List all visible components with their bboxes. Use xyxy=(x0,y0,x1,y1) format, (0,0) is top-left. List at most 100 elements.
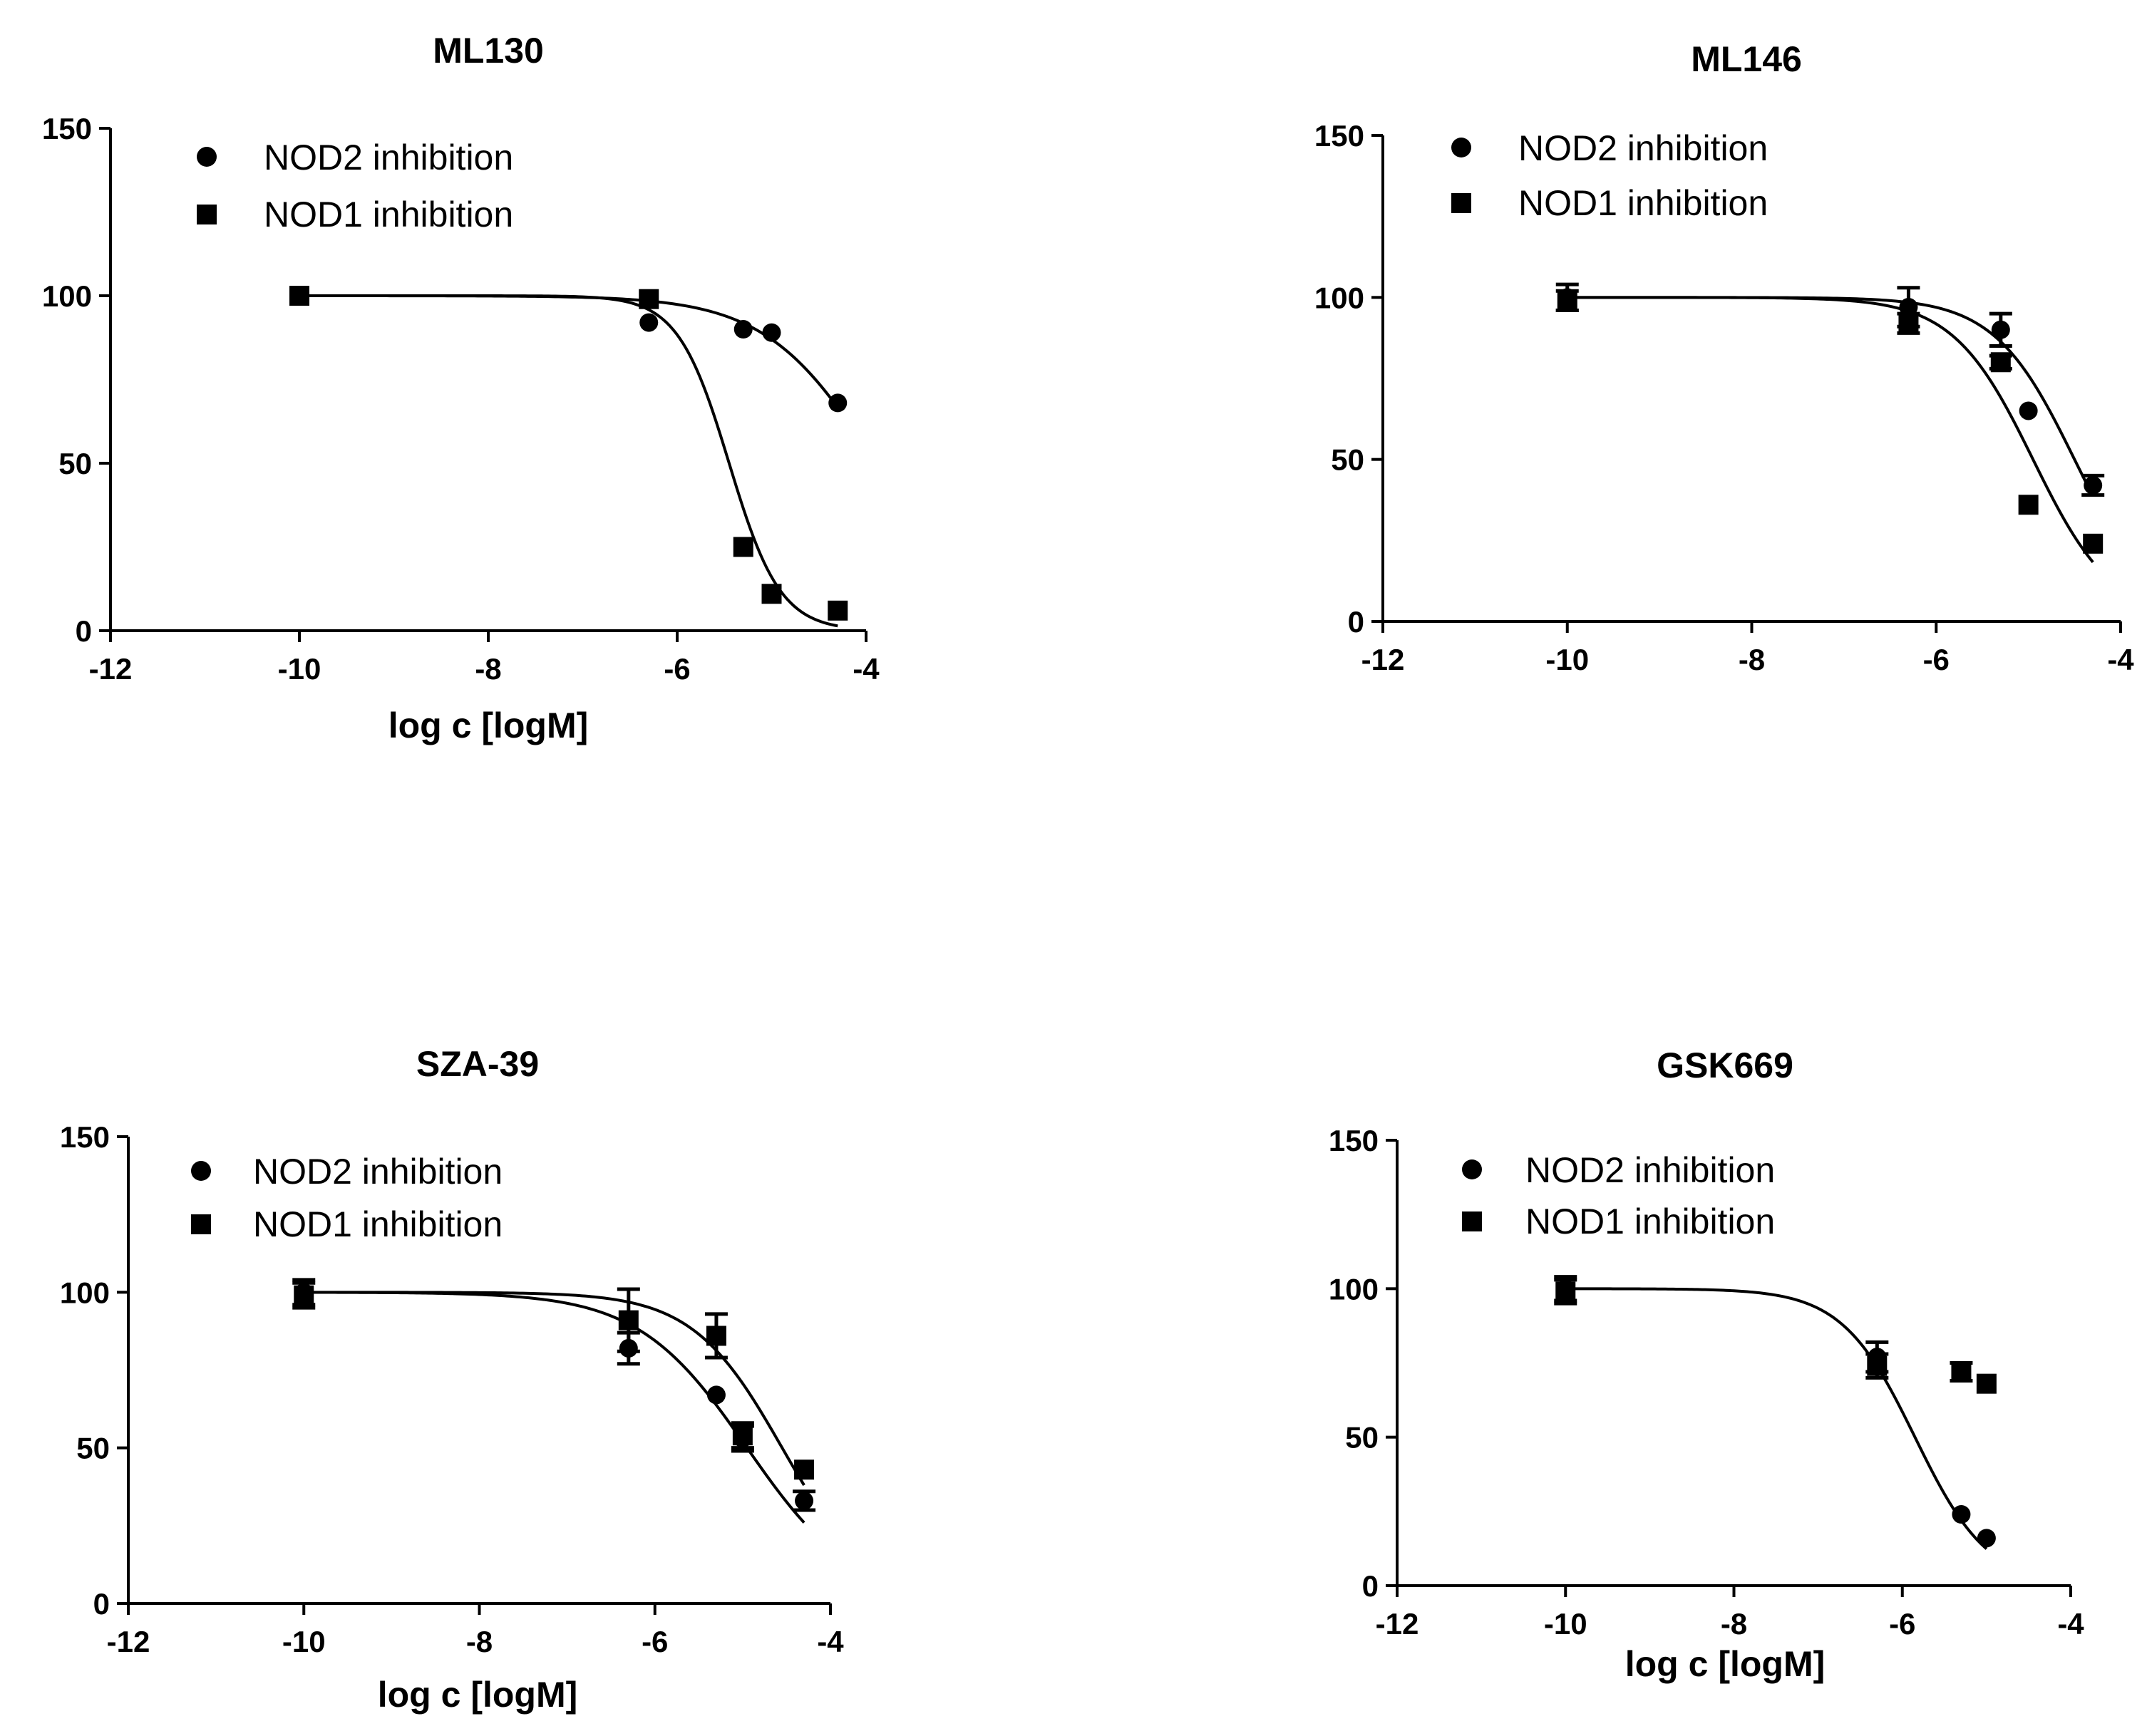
fit-curve-nod1 xyxy=(304,1291,805,1487)
data-point-nod1 xyxy=(289,286,309,306)
x-tick-label: -8 xyxy=(1739,643,1765,676)
data-point-nod1 xyxy=(732,1425,753,1446)
y-tick-label: 100 xyxy=(42,279,92,313)
data-point-nod2 xyxy=(762,323,781,342)
data-point-nod1 xyxy=(639,289,659,309)
data-point-nod2 xyxy=(706,1385,726,1405)
y-tick-label: 0 xyxy=(76,614,92,648)
data-point-nod1 xyxy=(2083,533,2104,554)
panel-title: ML146 xyxy=(1691,39,1802,79)
data-point-nod2 xyxy=(795,1491,814,1510)
y-tick-label: 0 xyxy=(93,1587,110,1621)
data-point-nod1 xyxy=(733,537,753,557)
legend-label-nod2: NOD2 inhibition xyxy=(253,1152,503,1192)
legend-marker-circle xyxy=(191,1161,211,1181)
legend-label-nod1: NOD1 inhibition xyxy=(1518,183,1768,223)
x-tick-label: -8 xyxy=(1721,1607,1747,1641)
data-point-nod1 xyxy=(828,600,848,621)
x-tick-label: -12 xyxy=(1376,1607,1419,1641)
x-tick-label: -8 xyxy=(466,1625,493,1658)
x-tick-label: -12 xyxy=(1361,643,1405,676)
panel-title: GSK669 xyxy=(1657,1045,1793,1085)
data-point-nod2 xyxy=(733,320,753,339)
y-tick-label: 100 xyxy=(1314,281,1364,314)
legend: NOD2 inhibition NOD1 inhibition xyxy=(191,1152,503,1244)
fit-curve-nod2 xyxy=(1567,296,2094,497)
data-point-nod1 xyxy=(761,584,782,604)
panel-gsk669: GSK669 log c [logM] NOD2 inhibition NOD1… xyxy=(1329,1045,2084,1684)
y-tick-label: 150 xyxy=(60,1120,110,1154)
data-point-nod1 xyxy=(1976,1373,1997,1394)
data-point-nod2 xyxy=(2019,401,2038,420)
fit-curve-nod1 xyxy=(1567,296,2094,564)
legend-label-nod2: NOD2 inhibition xyxy=(1525,1150,1775,1190)
legend-label-nod2: NOD2 inhibition xyxy=(1518,128,1768,168)
x-tick-label: -4 xyxy=(853,652,880,686)
y-tick-label: 150 xyxy=(42,112,92,145)
data-point-nod2 xyxy=(639,313,659,332)
x-tick-label: -4 xyxy=(2107,643,2134,676)
x-tick-label: -6 xyxy=(1889,1607,1915,1641)
y-tick-label: 150 xyxy=(1314,119,1364,153)
data-point-nod2 xyxy=(2084,476,2103,495)
data-point-nod1 xyxy=(2018,495,2039,515)
fit-curve-nod2 xyxy=(1565,1287,1988,1550)
data-point-nod1 xyxy=(1867,1355,1888,1376)
x-tick-label: -10 xyxy=(282,1625,326,1658)
x-tick-label: -10 xyxy=(1544,1607,1587,1641)
x-axis-label: log c [logM] xyxy=(378,1675,578,1715)
data-point-nod1 xyxy=(1555,1281,1576,1302)
y-tick-label: 0 xyxy=(1348,605,1364,639)
legend: NOD2 inhibition NOD1 inhibition xyxy=(1462,1150,1775,1241)
legend-label-nod2: NOD2 inhibition xyxy=(264,138,513,177)
panel-title: SZA-39 xyxy=(416,1044,539,1084)
x-axis-label: log c [logM] xyxy=(388,706,589,745)
data-point-nod1 xyxy=(1951,1362,1972,1382)
y-tick-label: 150 xyxy=(1329,1124,1379,1157)
legend-marker-square xyxy=(1451,193,1471,213)
legend-label-nod1: NOD1 inhibition xyxy=(264,195,513,234)
legend: NOD2 inhibition NOD1 inhibition xyxy=(197,138,513,234)
x-tick-label: -8 xyxy=(475,652,501,686)
x-tick-label: -10 xyxy=(278,652,321,686)
legend-marker-square xyxy=(191,1214,211,1234)
data-point-nod2 xyxy=(1991,320,2010,339)
legend-marker-circle xyxy=(1462,1159,1482,1179)
x-tick-label: -12 xyxy=(107,1625,150,1658)
panel-title: ML130 xyxy=(433,31,544,71)
data-point-nod1 xyxy=(294,1285,314,1306)
panel-sza39: SZA-39 log c [logM] NOD2 inhibition NOD1… xyxy=(60,1044,844,1715)
legend-marker-square xyxy=(197,205,217,224)
x-tick-label: -12 xyxy=(89,652,133,686)
y-tick-label: 100 xyxy=(1329,1272,1379,1306)
x-tick-label: -6 xyxy=(642,1625,668,1658)
y-tick-label: 100 xyxy=(60,1276,110,1309)
legend-label-nod1: NOD1 inhibition xyxy=(253,1204,503,1244)
data-point-nod1 xyxy=(1557,290,1577,311)
fit-curve-nod1 xyxy=(299,294,838,628)
legend: NOD2 inhibition NOD1 inhibition xyxy=(1451,128,1768,223)
y-tick-label: 50 xyxy=(1345,1421,1379,1455)
fit-curve-nod2 xyxy=(299,294,839,409)
panel-ml130: ML130 log c [logM] NOD2 inhibition NOD1 … xyxy=(42,31,880,745)
x-tick-label: -4 xyxy=(817,1625,844,1658)
legend-marker-circle xyxy=(1451,138,1471,157)
data-point-nod2 xyxy=(828,393,848,413)
data-point-nod1 xyxy=(1990,352,2011,373)
y-tick-label: 50 xyxy=(58,447,92,480)
data-point-nod1 xyxy=(706,1326,726,1346)
x-tick-label: -10 xyxy=(1545,643,1589,676)
x-tick-label: -4 xyxy=(2057,1607,2084,1641)
legend-marker-circle xyxy=(197,147,217,167)
x-tick-label: -6 xyxy=(664,652,690,686)
panel-ml146: ML146 NOD2 inhibition NOD1 inhibition -1… xyxy=(1314,39,2134,676)
legend-label-nod1: NOD1 inhibition xyxy=(1525,1202,1775,1241)
y-tick-label: 50 xyxy=(76,1432,110,1465)
x-axis-label: log c [logM] xyxy=(1625,1644,1826,1684)
y-tick-label: 50 xyxy=(1331,443,1364,477)
data-point-nod1 xyxy=(1898,313,1919,334)
x-tick-label: -6 xyxy=(1923,643,1950,676)
data-point-nod2 xyxy=(1952,1505,1971,1524)
legend-marker-square xyxy=(1462,1211,1482,1231)
